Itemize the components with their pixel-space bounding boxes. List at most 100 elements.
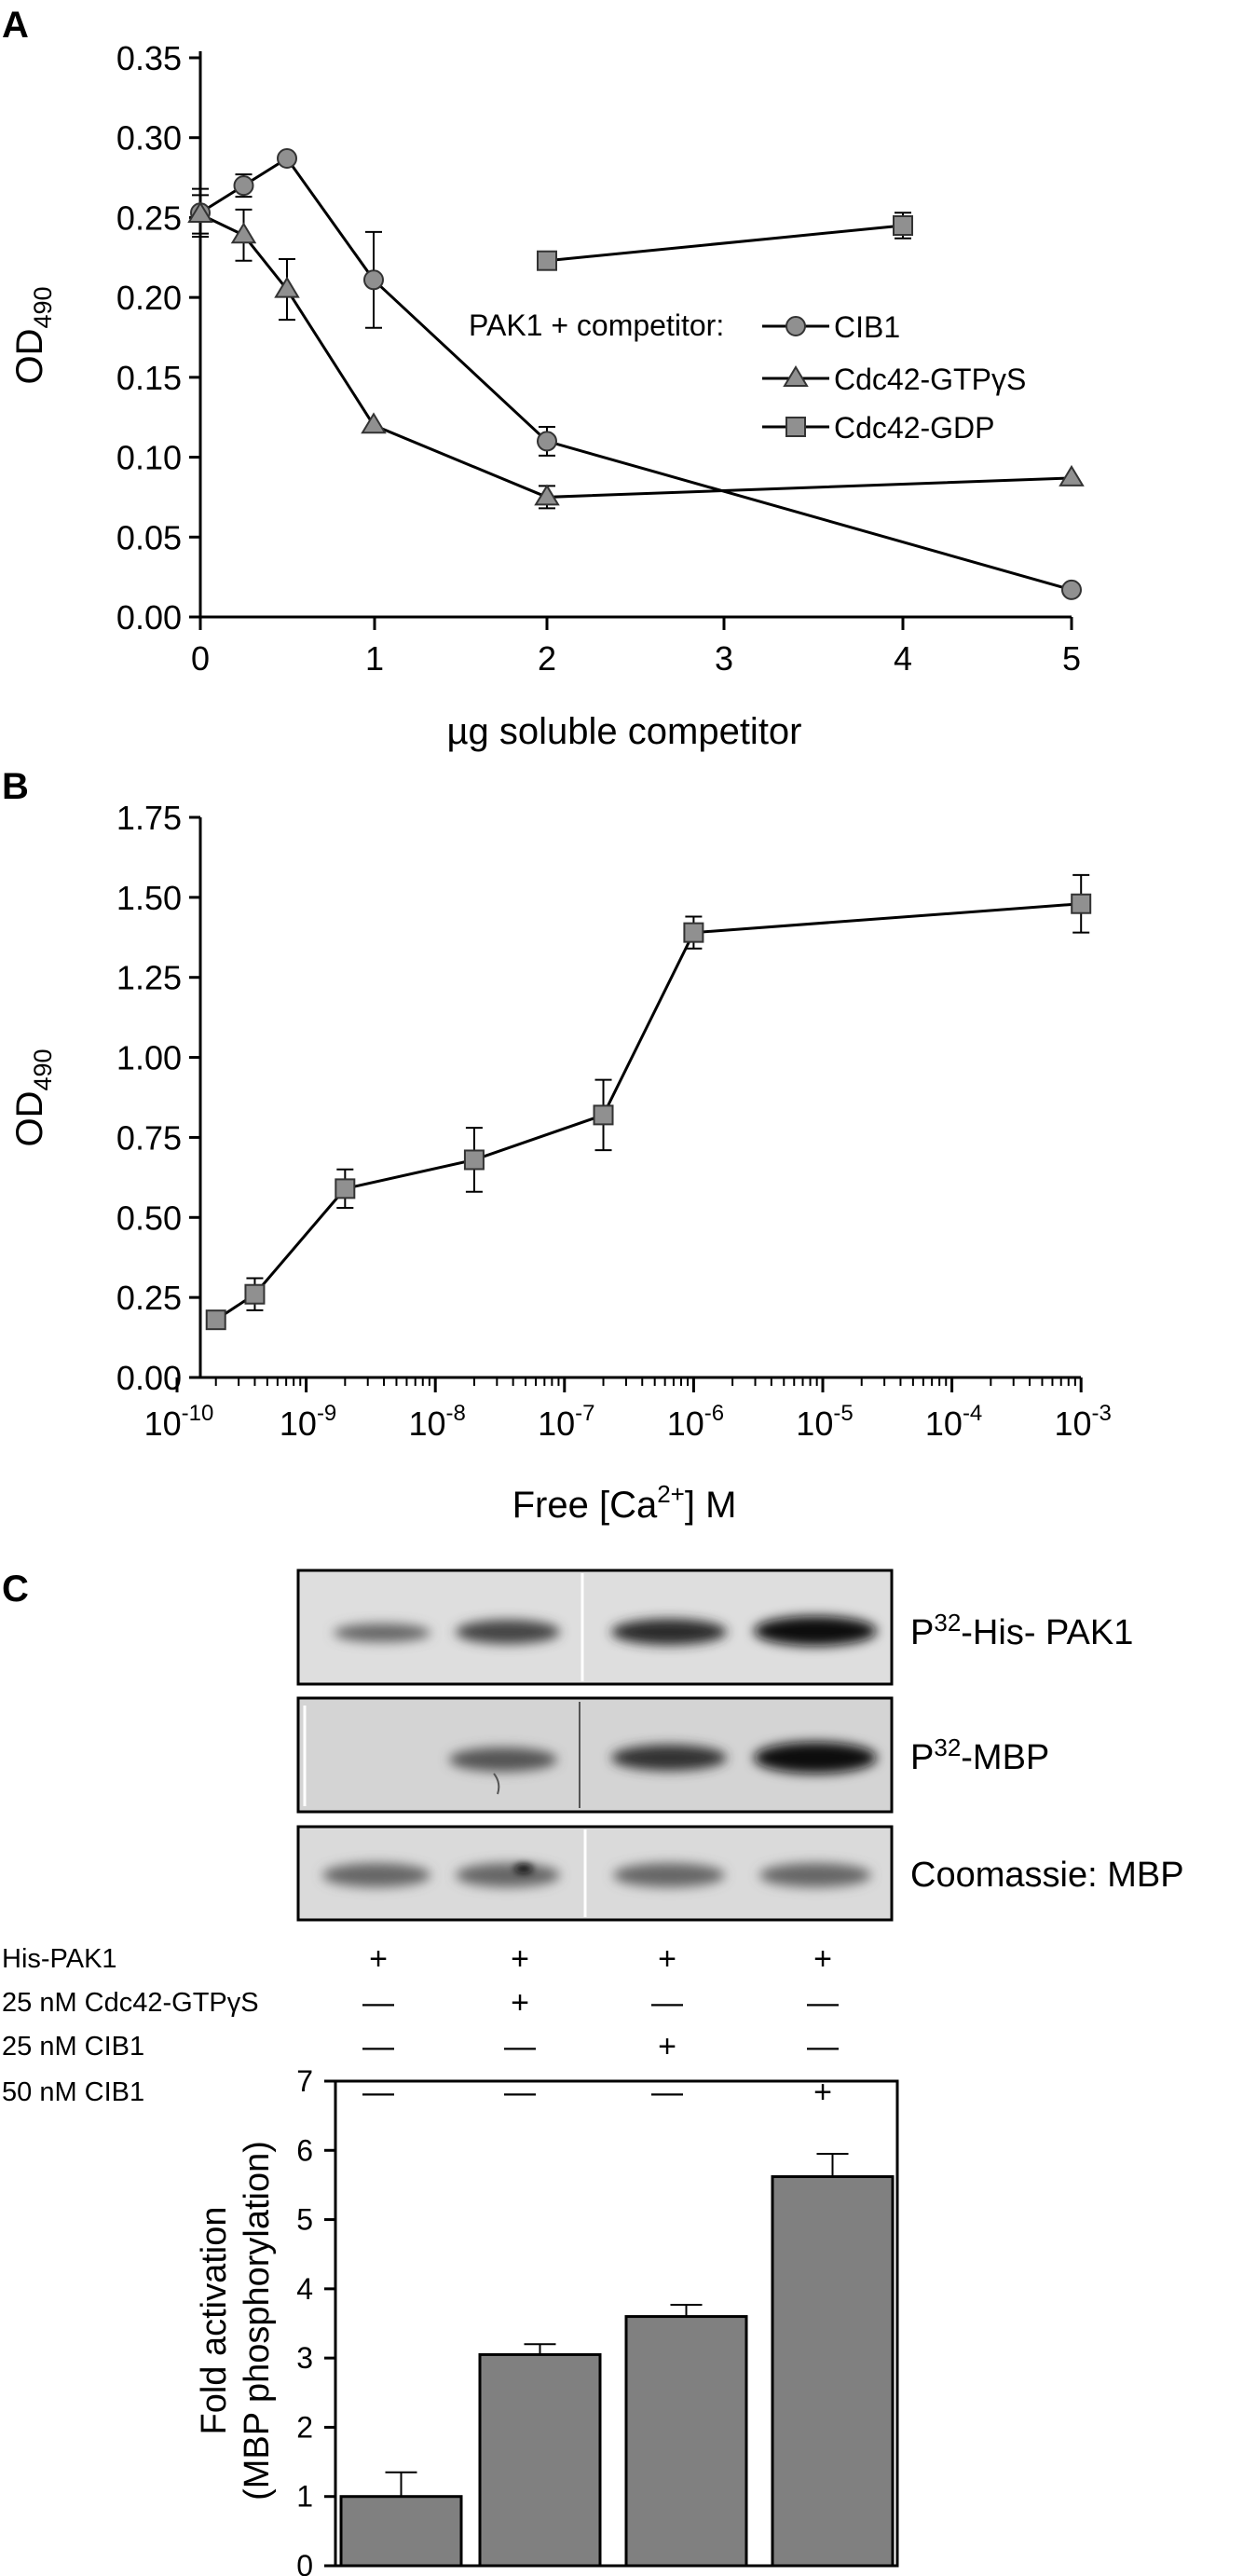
y-tick-label: 3 bbox=[296, 2341, 313, 2375]
series-line-2 bbox=[546, 224, 904, 263]
condition-plus: + bbox=[813, 2075, 832, 2110]
x-tick-label: 10-7 bbox=[538, 1401, 594, 1443]
x-tick-label: 0 bbox=[191, 639, 210, 678]
x-tick-label: 2 bbox=[538, 639, 556, 678]
condition-table: His-PAK1 + + + +25 nM Cdc42-GTPγS — + — — 25 nM C… bbox=[2, 1941, 839, 2110]
data-point-square bbox=[1071, 893, 1092, 914]
data-point-triangle bbox=[361, 412, 387, 434]
bar bbox=[339, 2495, 463, 2568]
y-tick-label: 1.25 bbox=[116, 959, 182, 997]
panel-b-chart: 0.00 0.25 0.50 0.75 1.00 1.25 1.50 1.75 10-10 10… bbox=[9, 799, 1112, 1526]
data-point-square bbox=[335, 1178, 356, 1199]
condition-minus: — bbox=[362, 2029, 394, 2064]
condition-plus: + bbox=[658, 2029, 676, 2064]
y-tick-label: 0.35 bbox=[116, 39, 182, 77]
error-bar bbox=[670, 2303, 703, 2317]
legend-label-gtp: Cdc42-GTPγS bbox=[834, 363, 1026, 396]
data-point-circle bbox=[277, 148, 297, 169]
blot-label-mbp: P32-MBP bbox=[910, 1733, 1049, 1777]
blot-label-his-pak1: P32-His- PAK1 bbox=[910, 1609, 1133, 1652]
data-point-square bbox=[683, 922, 704, 943]
data-point-square bbox=[244, 1283, 266, 1305]
condition-minus: — bbox=[807, 1985, 839, 2021]
condition-plus: + bbox=[813, 1941, 832, 1977]
y-tick-label: 0.30 bbox=[116, 119, 182, 158]
x-tick-label: 10-4 bbox=[925, 1401, 982, 1443]
data-point-square bbox=[537, 250, 557, 271]
error-bar bbox=[385, 2471, 417, 2497]
y-tick-label: 0 bbox=[296, 2549, 313, 2576]
y-tick-label: 7 bbox=[296, 2064, 313, 2098]
x-tick-label: 3 bbox=[715, 639, 733, 678]
axis-title-y-line1: Fold activation bbox=[195, 2206, 234, 2434]
bar bbox=[478, 2352, 602, 2568]
axis-title-y: OD490 bbox=[9, 1048, 57, 1146]
legend-label-gdp: Cdc42-GDP bbox=[834, 411, 995, 445]
legend: PAK1 + competitor: CIB1 Cdc42-GTPγS Cdc4… bbox=[469, 308, 1026, 445]
y-tick-label: 1.50 bbox=[116, 879, 182, 917]
panel-label-a: A bbox=[2, 5, 29, 46]
data-point-square bbox=[893, 215, 913, 236]
condition-label: His-PAK1 bbox=[2, 1944, 117, 1974]
blot-mbp bbox=[296, 1696, 894, 1814]
blot-label-coomassie: Coomassie: MBP bbox=[910, 1856, 1184, 1895]
y-tick-label: 1.00 bbox=[116, 1039, 182, 1077]
plot-frame bbox=[334, 2079, 899, 2568]
condition-label: 50 nM CIB1 bbox=[2, 2077, 144, 2107]
x-tick-label: 5 bbox=[1062, 639, 1081, 678]
condition-plus: + bbox=[369, 1941, 388, 1977]
data-point-triangle bbox=[230, 222, 257, 244]
series-line-1 bbox=[199, 212, 1072, 499]
bar bbox=[771, 2175, 895, 2568]
data-point-circle bbox=[233, 175, 254, 197]
data-point-triangle bbox=[1059, 464, 1085, 486]
error-bar bbox=[816, 2153, 849, 2177]
condition-minus: — bbox=[362, 1985, 394, 2021]
condition-minus: — bbox=[807, 2029, 839, 2064]
condition-minus: — bbox=[651, 1985, 683, 2021]
condition-plus: + bbox=[511, 1941, 529, 1977]
series-line bbox=[214, 902, 1082, 1322]
y-tick-label: 0.15 bbox=[116, 359, 182, 397]
y-tick-label: 2 bbox=[296, 2410, 313, 2444]
y-tick-label: 1 bbox=[296, 2480, 313, 2514]
panel-label-c: C bbox=[2, 1569, 29, 1610]
x-tick-label: 10-6 bbox=[667, 1401, 724, 1443]
legend-title: PAK1 + competitor: bbox=[469, 308, 724, 342]
condition-label: 25 nM Cdc42-GTPγS bbox=[2, 1988, 259, 2018]
legend-marker-cib1 bbox=[785, 316, 806, 336]
legend-marker-gtp bbox=[783, 365, 809, 387]
error-bar bbox=[524, 2343, 556, 2355]
data-point-circle bbox=[363, 269, 384, 291]
blot-coomassie bbox=[296, 1825, 894, 1922]
data-point-square bbox=[463, 1149, 485, 1171]
x-tick-label: 1 bbox=[365, 639, 384, 678]
y-tick-label: 0.25 bbox=[116, 199, 182, 237]
blot-his-pak1 bbox=[296, 1569, 894, 1686]
y-tick-label: 6 bbox=[296, 2133, 313, 2167]
panel-label-b: B bbox=[2, 766, 29, 807]
axis-title-x: Free [Ca2+] M bbox=[512, 1480, 737, 1526]
x-tick-label: 10-10 bbox=[144, 1401, 214, 1443]
data-point-triangle bbox=[274, 276, 300, 298]
x-tick-label: 10-9 bbox=[280, 1401, 336, 1443]
x-tick-label: 4 bbox=[894, 639, 912, 678]
data-point-triangle bbox=[187, 201, 213, 223]
condition-plus: + bbox=[511, 1985, 529, 2021]
x-tick-label: 10-8 bbox=[409, 1401, 466, 1443]
y-tick-label: 0.20 bbox=[116, 279, 182, 317]
y-tick-label: 0.75 bbox=[116, 1118, 182, 1157]
data-point-square bbox=[593, 1104, 614, 1126]
axis-title-y-line2: (MBP phosphorylation) bbox=[238, 2141, 277, 2501]
y-tick-label: 0.25 bbox=[116, 1279, 182, 1317]
condition-label: 25 nM CIB1 bbox=[2, 2032, 144, 2062]
y-tick-label: 0.00 bbox=[116, 598, 182, 637]
y-tick-label: 1.75 bbox=[116, 799, 182, 837]
y-tick-label: 4 bbox=[296, 2272, 313, 2306]
y-tick-label: 0.10 bbox=[116, 439, 182, 477]
data-point-triangle bbox=[534, 484, 560, 506]
panel-c-bar-chart: 0 1 2 3 4 5 6 7 Fold activation (MBP phosphoryl… bbox=[195, 2064, 899, 2576]
y-tick-label: 0.00 bbox=[116, 1359, 182, 1397]
